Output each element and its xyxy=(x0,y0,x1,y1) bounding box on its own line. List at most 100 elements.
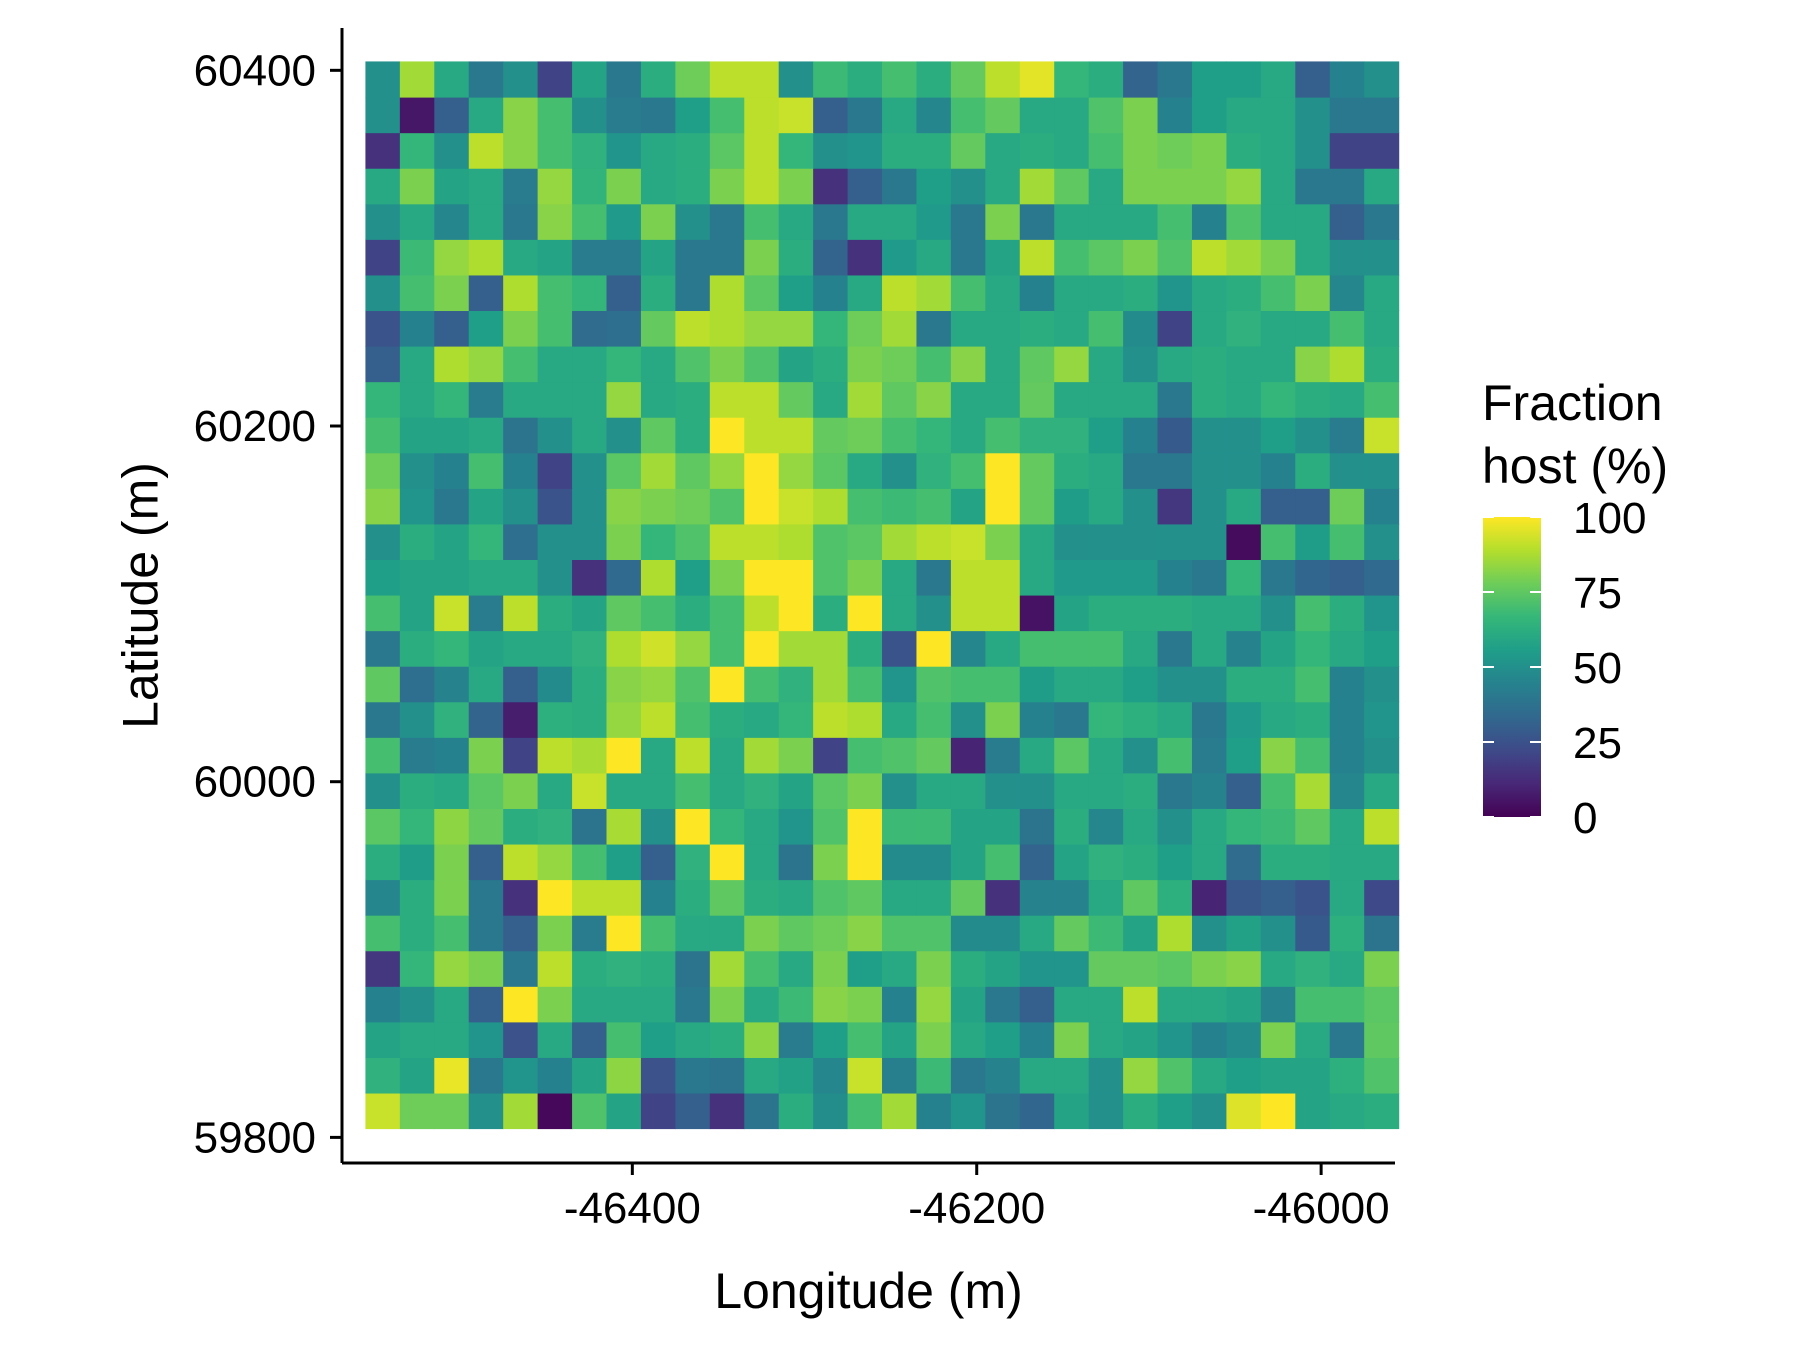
heatmap-cell xyxy=(985,381,1021,418)
heatmap-cell xyxy=(1191,1057,1228,1094)
heatmap-cell xyxy=(434,381,470,418)
heatmap-cell xyxy=(709,843,745,881)
heatmap-cell xyxy=(1260,132,1296,169)
heatmap-cell xyxy=(1191,345,1228,383)
heatmap-cell xyxy=(1019,168,1055,205)
heatmap-cell xyxy=(1260,310,1296,347)
heatmap-cell xyxy=(434,452,470,489)
heatmap-cell xyxy=(399,310,435,347)
heatmap-cell xyxy=(503,97,539,134)
heatmap-cell xyxy=(1088,915,1124,952)
heatmap-cell xyxy=(468,701,504,738)
heatmap-cell xyxy=(1226,239,1262,276)
heatmap-cell xyxy=(882,808,918,845)
heatmap-cell xyxy=(813,452,849,489)
heatmap-cell xyxy=(1054,559,1090,596)
heatmap-cell xyxy=(950,879,986,916)
heatmap-cell xyxy=(1054,274,1090,312)
heatmap-cell xyxy=(1295,737,1331,774)
heatmap-cell xyxy=(640,879,676,916)
heatmap-cell xyxy=(1019,203,1055,240)
heatmap-cell xyxy=(847,594,883,632)
heatmap-cell xyxy=(675,345,711,383)
heatmap-cell xyxy=(365,559,401,596)
heatmap-cell xyxy=(778,203,814,240)
heatmap-cell xyxy=(1260,1057,1296,1094)
heatmap-cell xyxy=(640,97,676,134)
heatmap-cell xyxy=(572,737,608,774)
heatmap-cell xyxy=(916,345,952,383)
heatmap-cell xyxy=(572,203,608,240)
heatmap-cell xyxy=(1019,594,1055,632)
heatmap-cell xyxy=(1329,666,1365,703)
heatmap-cell xyxy=(434,239,470,276)
heatmap-cell xyxy=(882,97,918,134)
heatmap-cell xyxy=(1054,701,1090,738)
heatmap-cell xyxy=(1364,523,1400,560)
heatmap-cell xyxy=(950,1092,986,1130)
heatmap-cell xyxy=(503,274,539,312)
heatmap-cell xyxy=(1329,594,1365,632)
heatmap-cell xyxy=(1019,523,1055,560)
heatmap-cell xyxy=(950,239,986,276)
heatmap-cell xyxy=(1329,1057,1365,1094)
heatmap-cell xyxy=(1329,523,1365,560)
heatmap-cell xyxy=(950,61,986,98)
heatmap-cell xyxy=(1088,381,1124,418)
heatmap-cell xyxy=(1019,345,1055,383)
heatmap-cell xyxy=(468,808,504,845)
heatmap-cell xyxy=(640,950,676,987)
heatmap-cell xyxy=(365,239,401,276)
heatmap-cell xyxy=(1260,772,1296,809)
heatmap-cell xyxy=(365,488,401,525)
heatmap-cell xyxy=(1054,452,1090,489)
heatmap-cell xyxy=(1088,488,1124,525)
heatmap-cell xyxy=(1226,168,1262,205)
heatmap-cell xyxy=(675,1057,711,1094)
heatmap-cell xyxy=(1295,1021,1331,1058)
heatmap-cell xyxy=(640,737,676,774)
heatmap-cell xyxy=(1329,630,1365,667)
heatmap-cell xyxy=(1295,986,1331,1023)
heatmap-cell xyxy=(468,239,504,276)
heatmap-cell xyxy=(1157,630,1193,667)
heatmap-cell xyxy=(1295,1092,1331,1130)
heatmap-cell xyxy=(916,310,952,347)
heatmap-cell xyxy=(675,950,711,987)
heatmap-cell xyxy=(1364,1057,1400,1094)
heatmap-cell xyxy=(847,701,883,738)
heatmap-cell xyxy=(985,701,1021,738)
heatmap-cell xyxy=(813,97,849,134)
heatmap-cell xyxy=(882,772,918,809)
heatmap-cell xyxy=(847,915,883,952)
heatmap-cell xyxy=(1364,701,1400,738)
heatmap-cell xyxy=(916,61,952,98)
heatmap-cell xyxy=(985,61,1021,98)
heatmap-cell xyxy=(847,381,883,418)
heatmap-cell xyxy=(778,381,814,418)
heatmap-cell xyxy=(1019,915,1055,952)
heatmap-cell xyxy=(1226,452,1262,489)
heatmap-cell xyxy=(468,1057,504,1094)
heatmap-cell xyxy=(1157,239,1193,276)
heatmap-cell xyxy=(1019,950,1055,987)
heatmap-cell xyxy=(1019,1057,1055,1094)
heatmap-cell xyxy=(882,239,918,276)
heatmap-cell xyxy=(640,915,676,952)
heatmap-cell xyxy=(537,310,573,347)
heatmap-cell xyxy=(1054,1092,1090,1130)
heatmap-cell xyxy=(1191,843,1228,881)
heatmap-cell xyxy=(709,345,745,383)
heatmap-cell xyxy=(1123,132,1159,169)
heatmap-cell xyxy=(1088,701,1124,738)
heatmap-cell xyxy=(778,1092,814,1130)
heatmap-cell xyxy=(503,915,539,952)
heatmap-cell xyxy=(606,274,642,312)
heatmap-cell xyxy=(365,1092,401,1130)
heatmap-cell xyxy=(503,737,539,774)
heatmap-cells xyxy=(365,61,1400,1130)
heatmap-cell xyxy=(365,630,401,667)
heatmap-cell xyxy=(1088,61,1124,98)
heatmap-cell xyxy=(1019,559,1055,596)
heatmap-cell xyxy=(537,701,573,738)
